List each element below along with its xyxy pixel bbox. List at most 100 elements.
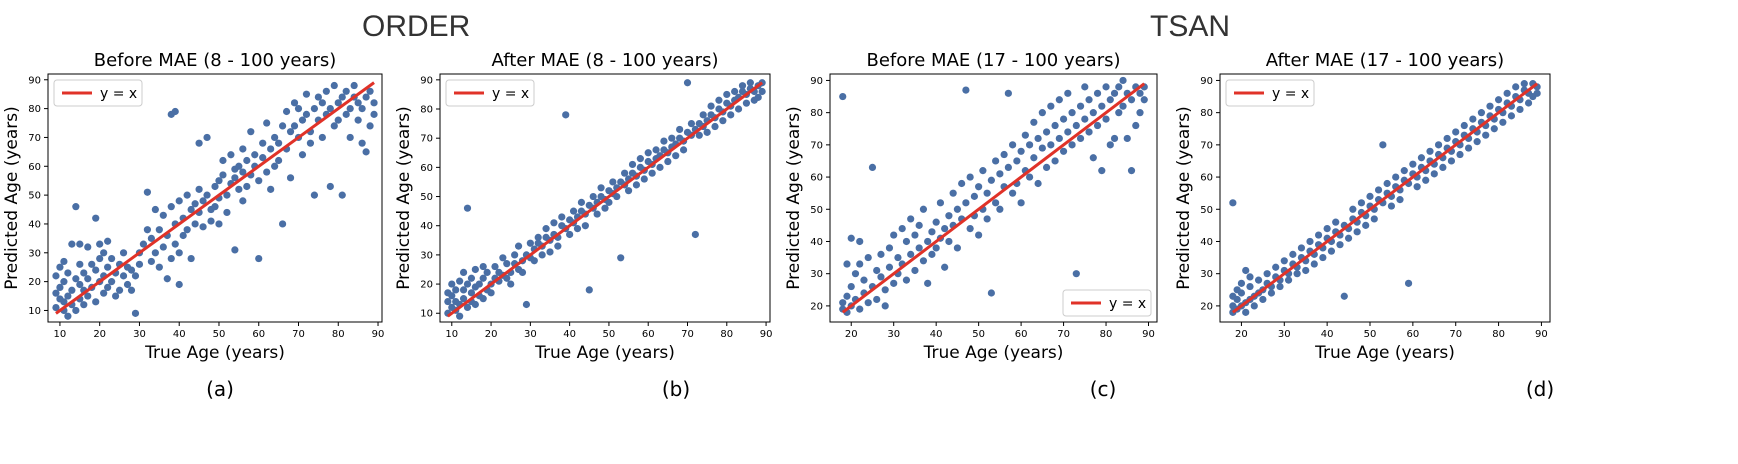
data-point — [1302, 266, 1310, 275]
data-point — [503, 274, 511, 282]
panel-caption: (b) — [662, 377, 690, 401]
data-point — [1426, 147, 1434, 155]
data-point — [366, 87, 374, 95]
data-point — [617, 254, 625, 262]
data-point — [924, 279, 932, 287]
data-point — [1396, 196, 1404, 204]
data-point — [350, 81, 358, 90]
data-point — [267, 145, 275, 153]
data-point — [1272, 263, 1280, 271]
reference-line — [55, 81, 375, 315]
data-point — [640, 175, 648, 183]
data-point — [267, 185, 275, 193]
y-tick-label: 20 — [810, 301, 823, 312]
data-point — [1297, 244, 1306, 252]
data-point — [171, 107, 179, 116]
data-point — [115, 286, 124, 294]
legend: y = x — [53, 79, 143, 107]
data-point — [581, 222, 589, 230]
data-point — [928, 228, 936, 236]
x-tick-label: 70 — [1449, 329, 1462, 340]
data-point — [919, 257, 928, 265]
data-point — [60, 298, 68, 306]
data-point — [143, 226, 152, 234]
data-point — [338, 93, 346, 101]
data-point — [1357, 199, 1366, 207]
data-point — [699, 111, 707, 119]
data-point — [1460, 121, 1468, 130]
x-tick-label: 90 — [760, 329, 773, 340]
data-point — [167, 203, 175, 211]
data-point — [1093, 89, 1102, 97]
data-point — [727, 111, 735, 119]
data-point — [88, 260, 96, 268]
chart-title: Before MAE (17 - 100 years) — [866, 50, 1120, 71]
data-point — [707, 102, 715, 110]
data-point — [894, 253, 902, 262]
data-point — [1106, 96, 1114, 104]
data-point — [970, 192, 978, 200]
data-point — [856, 305, 864, 313]
data-point — [259, 139, 267, 147]
data-point — [987, 289, 995, 297]
legend-box — [1225, 79, 1315, 107]
data-point — [723, 90, 731, 99]
data-point — [932, 244, 940, 252]
data-point — [856, 237, 864, 246]
data-point — [1072, 270, 1080, 278]
data-point — [255, 254, 263, 263]
data-point — [56, 263, 64, 271]
y-tick-label: 90 — [1200, 76, 1213, 87]
data-point — [1034, 179, 1042, 188]
data-point — [96, 254, 104, 263]
data-point — [471, 300, 479, 309]
data-point — [860, 276, 868, 284]
data-point — [1387, 202, 1396, 210]
legend: y = x — [445, 79, 535, 107]
data-point — [1242, 266, 1250, 275]
data-point — [111, 292, 120, 300]
legend-box — [445, 79, 535, 107]
panel-caption: (d) — [1526, 377, 1554, 401]
data-point — [479, 295, 487, 303]
x-tick-label: 30 — [1278, 329, 1291, 340]
data-point — [1042, 163, 1051, 172]
data-point — [370, 99, 378, 107]
data-point — [928, 250, 936, 258]
x-tick-label: 20 — [1235, 329, 1248, 340]
data-point — [68, 240, 76, 248]
x-tick-label: 50 — [603, 329, 616, 340]
data-point — [100, 249, 108, 257]
data-point — [554, 242, 562, 250]
x-tick-label: 70 — [1057, 329, 1070, 340]
data-point — [996, 205, 1004, 213]
data-point — [1076, 102, 1085, 110]
data-point — [877, 273, 885, 281]
data-point — [1059, 147, 1068, 155]
data-point — [239, 145, 247, 153]
data-point — [1344, 234, 1353, 242]
data-point — [1017, 199, 1025, 207]
data-point — [119, 249, 128, 257]
data-point — [139, 240, 148, 248]
data-point — [734, 105, 743, 113]
group-title-order: ORDER — [362, 10, 471, 43]
data-point — [518, 268, 527, 276]
data-point — [864, 253, 872, 262]
data-point — [1089, 154, 1097, 162]
data-point — [1085, 128, 1093, 136]
data-point — [278, 220, 287, 228]
data-point — [1051, 121, 1059, 130]
data-point — [975, 231, 983, 239]
data-point — [255, 177, 263, 185]
data-point — [1332, 218, 1340, 226]
data-point — [155, 263, 163, 271]
x-tick-label: 30 — [887, 329, 900, 340]
data-point — [452, 286, 460, 294]
data-point — [1013, 157, 1021, 165]
data-point — [919, 205, 928, 213]
chart-panel-4: After MAE (17 - 100 years) 20 30 40 50 60 70 80… — [1174, 50, 1554, 401]
x-tick-label: 90 — [1142, 329, 1155, 340]
x-tick-label: 20 — [93, 329, 106, 340]
data-point — [1310, 260, 1318, 268]
